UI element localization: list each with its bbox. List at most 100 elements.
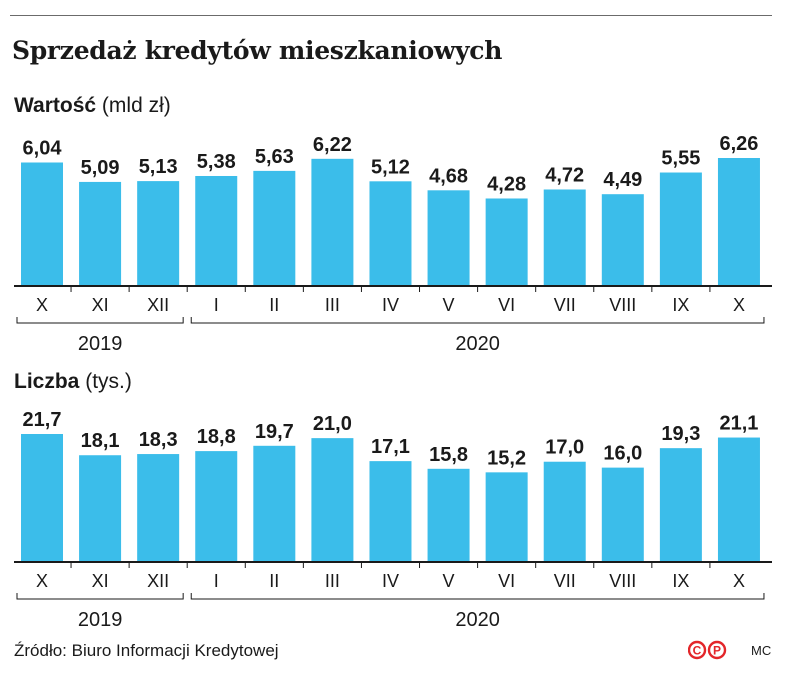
count-category-label-9: VII	[554, 571, 576, 591]
count-data-label-0: 21,7	[23, 409, 62, 431]
value-bar-6	[369, 181, 412, 286]
count-bar-7	[427, 468, 470, 562]
value-data-label-1: 5,09	[81, 157, 120, 179]
value-bar-4	[253, 170, 296, 286]
count-category-label-0: X	[36, 571, 48, 591]
value-section-name: Wartość	[14, 94, 97, 117]
count-category-label-5: III	[325, 571, 340, 591]
value-category-label-2: XII	[147, 295, 169, 315]
value-data-label-4: 5,63	[255, 146, 294, 168]
count-data-label-12: 21,1	[719, 413, 758, 435]
count-year-bracket-0	[16, 593, 184, 600]
count-bar-11	[659, 448, 702, 562]
value-bar-10	[601, 194, 644, 286]
count-category-label-8: VI	[498, 571, 515, 591]
value-data-label-8: 4,28	[487, 173, 526, 195]
count-bar-4	[253, 445, 296, 562]
value-category-label-7: V	[443, 295, 455, 315]
count-category-label-1: XI	[92, 571, 109, 591]
value-year-bracket-0	[16, 317, 184, 324]
value-category-label-5: III	[325, 295, 340, 315]
value-category-label-6: IV	[382, 295, 399, 315]
count-bar-5	[311, 438, 354, 562]
count-year-label-0: 2019	[78, 609, 123, 631]
author-initials: MC	[751, 643, 772, 658]
value-bar-11	[659, 172, 702, 286]
count-bar-8	[485, 472, 528, 562]
count-data-label-4: 19,7	[255, 421, 294, 443]
count-category-label-12: X	[733, 571, 745, 591]
value-bar-5	[311, 158, 354, 286]
value-category-label-1: XI	[92, 295, 109, 315]
count-category-label-4: II	[269, 571, 279, 591]
value-bar-2	[137, 181, 180, 286]
value-bar-12	[717, 158, 760, 286]
count-section-name: Liczba	[14, 370, 80, 393]
count-category-label-10: VIII	[609, 571, 636, 591]
value-data-label-0: 6,04	[23, 137, 63, 159]
svg-text:C: C	[693, 644, 702, 658]
count-data-label-9: 17,0	[545, 437, 584, 459]
value-category-label-12: X	[733, 295, 745, 315]
value-data-label-11: 5,55	[661, 148, 700, 170]
source-note: Źródło: Biuro Informacji Kredytowej	[14, 641, 279, 660]
count-bar-9	[543, 461, 586, 562]
count-bar-1	[79, 455, 122, 562]
value-bar-8	[485, 198, 528, 286]
value-data-label-5: 6,22	[313, 134, 352, 156]
count-section-label: Liczba (tys.)	[14, 370, 132, 394]
value-category-label-0: X	[36, 295, 48, 315]
value-year-bracket-1	[190, 317, 765, 324]
count-bar-12	[717, 437, 760, 562]
svg-text:P: P	[713, 644, 721, 658]
count-data-label-2: 18,3	[139, 429, 178, 451]
value-bar-1	[79, 181, 122, 286]
count-data-label-5: 21,0	[313, 413, 352, 435]
count-year-label-1: 2020	[455, 609, 500, 631]
value-bar-0	[21, 162, 63, 286]
value-data-label-10: 4,49	[603, 169, 642, 191]
value-category-label-8: VI	[498, 295, 515, 315]
value-year-label-0: 2019	[78, 333, 123, 355]
value-year-label-1: 2020	[455, 333, 500, 355]
value-data-label-6: 5,12	[371, 156, 410, 178]
count-bar-6	[369, 461, 412, 562]
value-category-label-9: VII	[554, 295, 576, 315]
value-section-label: Wartość (mld zł)	[14, 94, 171, 118]
count-data-label-7: 15,8	[429, 444, 468, 466]
count-data-label-10: 16,0	[603, 443, 642, 465]
count-category-label-3: I	[214, 571, 219, 591]
publisher-logo: C P	[688, 640, 727, 660]
count-bar-10	[601, 467, 644, 562]
value-category-label-10: VIII	[609, 295, 636, 315]
count-category-label-6: IV	[382, 571, 399, 591]
count-section-unit: (tys.)	[85, 370, 132, 393]
value-data-label-2: 5,13	[139, 156, 178, 178]
value-data-label-9: 4,72	[545, 164, 584, 186]
count-data-label-8: 15,2	[487, 447, 526, 469]
value-bar-9	[543, 189, 586, 286]
value-category-label-11: IX	[672, 295, 689, 315]
value-data-label-3: 5,38	[197, 151, 236, 173]
count-data-label-3: 18,8	[197, 426, 236, 448]
value-bar-7	[427, 190, 470, 286]
value-data-label-7: 4,68	[429, 165, 468, 187]
value-category-label-3: I	[214, 295, 219, 315]
count-category-label-7: V	[443, 571, 455, 591]
count-data-label-6: 17,1	[371, 436, 410, 458]
count-bar-chart: 21,7 X 18,1 XI 18,3 XII 18,8 I 19,7 II 21,0 III 17,1…	[14, 409, 772, 631]
count-year-bracket-1	[190, 593, 765, 600]
chart-title: Sprzedaż kredytów mieszkaniowych	[12, 36, 503, 65]
top-rule	[10, 15, 772, 16]
count-data-label-1: 18,1	[81, 430, 120, 452]
value-section-unit: (mld zł)	[101, 94, 171, 117]
value-category-label-4: II	[269, 295, 279, 315]
value-bar-chart: 6,04 X 5,09 XI 5,13 XII 5,38 I 5,63 II 6,22 III 5,12…	[14, 133, 772, 355]
count-data-label-11: 19,3	[661, 423, 700, 445]
count-bar-2	[137, 454, 180, 562]
value-data-label-12: 6,26	[719, 133, 758, 155]
count-category-label-2: XII	[147, 571, 169, 591]
count-bar-0	[21, 434, 63, 562]
count-category-label-11: IX	[672, 571, 689, 591]
value-bar-3	[195, 175, 238, 286]
